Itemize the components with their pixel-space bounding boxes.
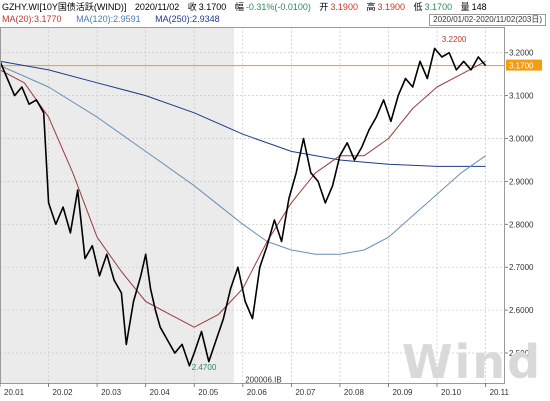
y-tick-label: 2.6000	[509, 306, 534, 315]
y-tick-label: 2.9000	[509, 177, 534, 186]
plot-border	[0, 27, 505, 384]
x-tick-label: 20.08	[344, 388, 365, 397]
y-tick-label: 3.1000	[509, 92, 534, 101]
ma120-line	[0, 65, 486, 255]
ma250-legend-value: 2.9348	[192, 14, 220, 24]
y-tick-label: 2.5000	[509, 349, 534, 358]
x-tick-label: 20.07	[295, 388, 316, 397]
change-label: 幅	[234, 2, 244, 12]
chart-annotation: 2.4700	[192, 363, 217, 372]
ma20-legend-label: MA(20):	[2, 14, 35, 24]
y-tick-label: 3.2000	[509, 49, 534, 58]
ma250-legend-label: MA(250):	[155, 14, 193, 24]
ma-legend: MA(20):3.1770 MA(120):2.9591 MA(250):2.9…	[2, 14, 232, 25]
close-value: 3.1700	[198, 2, 227, 12]
quote-date: 2020/11/02	[134, 2, 180, 12]
ma250-line	[0, 60, 486, 167]
wind-watermark: Wind	[401, 335, 542, 389]
volume-label: 量	[460, 2, 470, 12]
high-label: 高	[366, 2, 376, 12]
y-tick-label: 3.0000	[509, 135, 534, 144]
chart-annotation: 3.2200	[442, 35, 467, 44]
x-tick-label: 20.05	[198, 388, 219, 397]
ma20-legend-value: 3.1770	[34, 14, 62, 24]
price-line	[0, 47, 487, 367]
ma120-legend: MA(120):2.9591	[76, 14, 147, 24]
change-value: -0.31%(-0.0100)	[245, 2, 311, 12]
x-tick-label: 20.06	[247, 388, 268, 397]
y-tick-label: 2.8000	[509, 220, 534, 229]
high-value: 3.1900	[377, 2, 406, 12]
x-tick-label: 20.11	[490, 388, 510, 397]
low-label: 低	[413, 2, 423, 12]
low-value: 3.1700	[424, 2, 453, 12]
ma120-legend-label: MA(120):	[76, 14, 114, 24]
last-price-tag	[506, 59, 542, 71]
chart-annotation: 200006.IB	[245, 376, 281, 385]
ticker-name: GZHY.WI[10Y国债活跃(WIND)]	[2, 2, 127, 12]
ma20-legend: MA(20):3.1770	[2, 14, 68, 24]
shaded-region	[0, 27, 235, 383]
ma250-legend: MA(250):2.9348	[155, 14, 226, 24]
x-tick-label: 20.10	[441, 388, 462, 397]
x-tick-label: 20.03	[101, 388, 122, 397]
volume-value: 148	[471, 2, 487, 12]
x-tick-label: 20.04	[150, 388, 171, 397]
x-tick-label: 20.01	[4, 388, 25, 397]
x-tick-label: 20.02	[53, 388, 74, 397]
x-tick-label: 20.09	[392, 388, 413, 397]
close-label: 收	[187, 2, 197, 12]
ma120-legend-value: 2.9591	[113, 14, 141, 24]
open-label: 开	[319, 2, 329, 12]
quote-header: GZHY.WI[10Y国债活跃(WIND)] 2020/11/02 收 3.170…	[2, 2, 493, 13]
open-value: 3.1900	[330, 2, 358, 12]
y-tick-label: 2.7000	[509, 263, 534, 272]
date-range-box: 2020/01/02-2020/11/02(203日)	[429, 14, 546, 26]
last-price-tag-label: 3.1700	[509, 62, 534, 71]
